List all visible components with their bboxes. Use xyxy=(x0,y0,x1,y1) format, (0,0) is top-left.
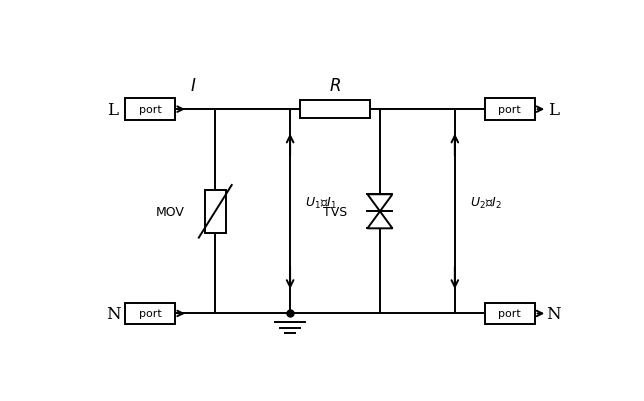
Text: L: L xyxy=(108,101,118,118)
Bar xyxy=(300,101,370,119)
Polygon shape xyxy=(368,212,392,229)
Polygon shape xyxy=(368,195,392,212)
Text: port: port xyxy=(139,105,162,115)
Text: $U_2$、$I_2$: $U_2$、$I_2$ xyxy=(470,195,502,210)
Text: N: N xyxy=(546,305,561,322)
Bar xyxy=(126,99,175,121)
Bar xyxy=(485,303,535,324)
Bar xyxy=(485,99,535,121)
Text: MOV: MOV xyxy=(156,205,185,218)
Bar xyxy=(205,190,226,233)
Text: $R$: $R$ xyxy=(329,77,341,95)
Text: $U_1$、$I_1$: $U_1$、$I_1$ xyxy=(305,195,337,210)
Text: port: port xyxy=(139,309,162,319)
Text: port: port xyxy=(498,309,521,319)
Text: N: N xyxy=(106,305,120,322)
Text: L: L xyxy=(548,101,559,118)
Text: TVS: TVS xyxy=(323,205,347,218)
Text: $I$: $I$ xyxy=(191,77,197,95)
Bar xyxy=(126,303,175,324)
Text: port: port xyxy=(498,105,521,115)
